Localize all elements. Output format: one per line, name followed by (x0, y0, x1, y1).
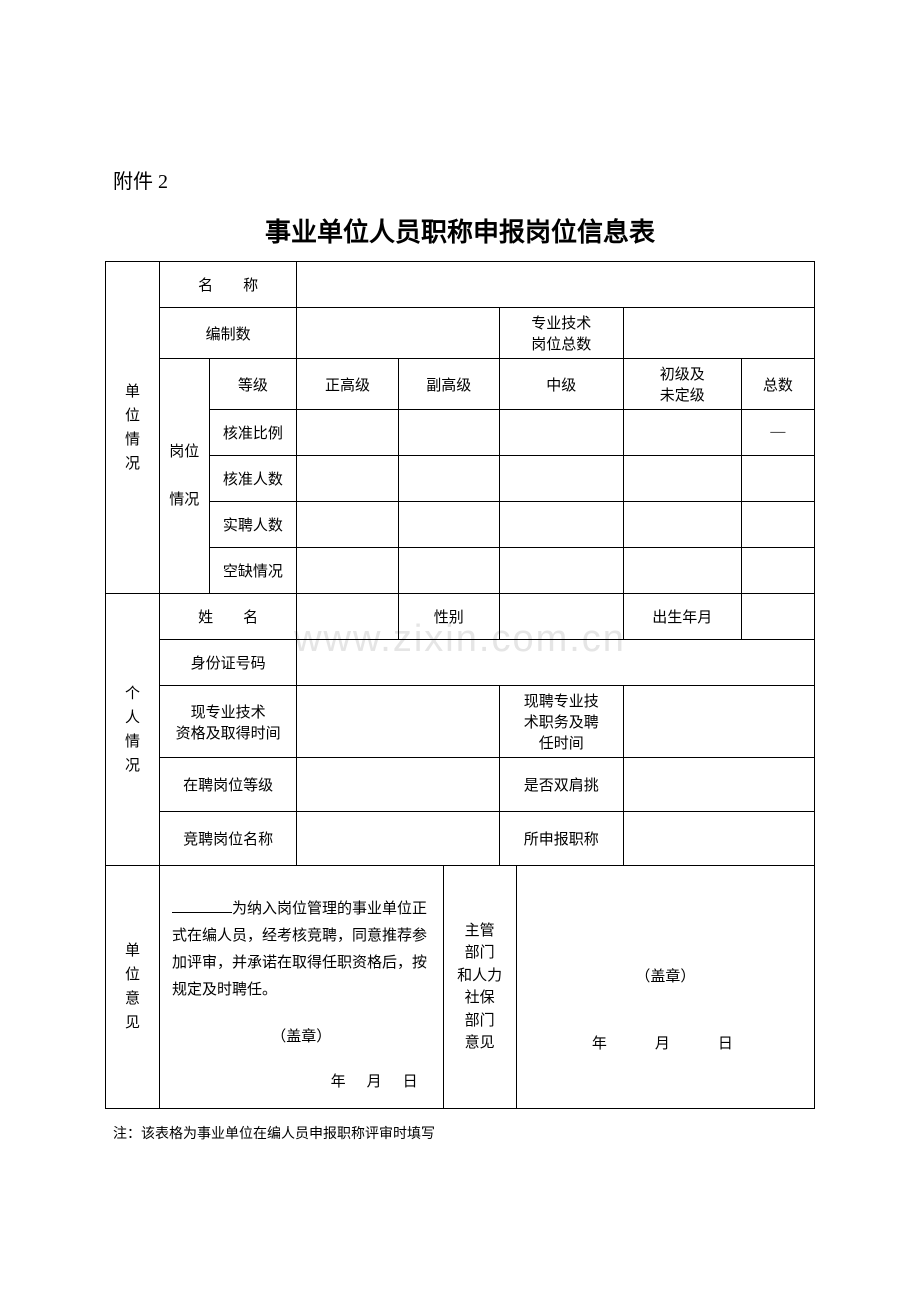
cell (398, 548, 499, 594)
cell (499, 410, 623, 456)
current-level-label: 在聘岗位等级 (160, 758, 297, 812)
apply-value (623, 812, 814, 866)
table-row: 核准人数 (106, 456, 815, 502)
birth-value (741, 594, 814, 640)
gender-label: 性别 (398, 594, 499, 640)
gender-value (499, 594, 623, 640)
approved-count-label: 核准人数 (209, 456, 297, 502)
hired-qual-label: 现聘专业技术职务及聘任时间 (499, 686, 623, 758)
hired-qual-value (623, 686, 814, 758)
double-value (623, 758, 814, 812)
date-text: 年 月 日 (172, 1069, 431, 1096)
cell (741, 502, 814, 548)
level-total: 总数 (741, 359, 814, 410)
blank-underline (172, 899, 232, 913)
table-row: 单位情况 名 称 (106, 262, 815, 308)
unit-opinion-content: 为纳入岗位管理的事业单位正式在编人员，经考核竞聘，同意推荐参加评审，并承诺在取得… (160, 866, 444, 1109)
cell (499, 548, 623, 594)
cell (741, 548, 814, 594)
footnote: 注：该表格为事业单位在编人员申报职称评审时填写 (113, 1123, 815, 1143)
bianzhi-value (297, 308, 500, 359)
table-row: 竞聘岗位名称 所申报职称 (106, 812, 815, 866)
opinion-text: 为纳入岗位管理的事业单位正式在编人员，经考核竞聘，同意推荐参加评审，并承诺在取得… (172, 901, 427, 998)
cell (297, 502, 398, 548)
cell (297, 410, 398, 456)
vacancy-label: 空缺情况 (209, 548, 297, 594)
table-row: 编制数 专业技术岗位总数 (106, 308, 815, 359)
table-row: 身份证号码 (106, 640, 815, 686)
level-label: 等级 (209, 359, 297, 410)
dept-opinion-content: （盖章） 年 月 日 (516, 866, 814, 1109)
actual-count-label: 实聘人数 (209, 502, 297, 548)
position-label: 岗位情况 (160, 359, 210, 594)
dept-seal-text: （盖章） (529, 964, 802, 991)
table-row: 空缺情况 (106, 548, 815, 594)
personal-name-value (297, 594, 398, 640)
table-row: 岗位情况 等级 正高级 副高级 中级 初级及未定级 总数 (106, 359, 815, 410)
level-associate-high: 副高级 (398, 359, 499, 410)
unit-name-value (297, 262, 815, 308)
cell (499, 456, 623, 502)
id-label: 身份证号码 (160, 640, 297, 686)
table-row: 核准比例 — (106, 410, 815, 456)
cell (297, 456, 398, 502)
cell (398, 502, 499, 548)
table-row: 现专业技术资格及取得时间 现聘专业技术职务及聘任时间 (106, 686, 815, 758)
zyjs-label: 专业技术岗位总数 (499, 308, 623, 359)
page-title: 事业单位人员职称申报岗位信息表 (105, 212, 815, 249)
cell (623, 502, 741, 548)
level-junior: 初级及未定级 (623, 359, 741, 410)
id-value (297, 640, 815, 686)
unit-section-label: 单位情况 (106, 262, 160, 594)
birth-label: 出生年月 (623, 594, 741, 640)
seal-text: （盖章） (172, 1024, 431, 1051)
unit-name-label: 名 称 (160, 262, 297, 308)
info-table: 单位情况 名 称 编制数 专业技术岗位总数 岗位情况 等级 正高级 副高级 中级… (105, 261, 815, 1109)
unit-opinion-label: 单位意见 (106, 866, 160, 1109)
zyjs-value (623, 308, 814, 359)
cell (623, 548, 741, 594)
level-senior-high: 正高级 (297, 359, 398, 410)
double-label: 是否双肩挑 (499, 758, 623, 812)
dept-opinion-label: 主管 部门 和人力 社保 部门 意见 (443, 866, 516, 1109)
qual-label: 现专业技术资格及取得时间 (160, 686, 297, 758)
level-middle: 中级 (499, 359, 623, 410)
cell (398, 410, 499, 456)
personal-name-label: 姓 名 (160, 594, 297, 640)
cell (297, 548, 398, 594)
approved-ratio-label: 核准比例 (209, 410, 297, 456)
apply-label: 所申报职称 (499, 812, 623, 866)
table-row: 单位意见 为纳入岗位管理的事业单位正式在编人员，经考核竞聘，同意推荐参加评审，并… (106, 866, 815, 1109)
cell (623, 410, 741, 456)
cell (741, 456, 814, 502)
cell (623, 456, 741, 502)
compete-value (297, 812, 500, 866)
bianzhi-label: 编制数 (160, 308, 297, 359)
attachment-label: 附件 2 (113, 165, 815, 194)
personal-section-label: 个人情况 (106, 594, 160, 866)
qual-value (297, 686, 500, 758)
compete-label: 竞聘岗位名称 (160, 812, 297, 866)
cell (398, 456, 499, 502)
dept-date-text: 年 月 日 (529, 1031, 802, 1058)
table-row: 个人情况 姓 名 性别 出生年月 (106, 594, 815, 640)
cell (499, 502, 623, 548)
table-row: 实聘人数 (106, 502, 815, 548)
table-row: 在聘岗位等级 是否双肩挑 (106, 758, 815, 812)
current-level-value (297, 758, 500, 812)
ratio-total-dash: — (741, 410, 814, 456)
